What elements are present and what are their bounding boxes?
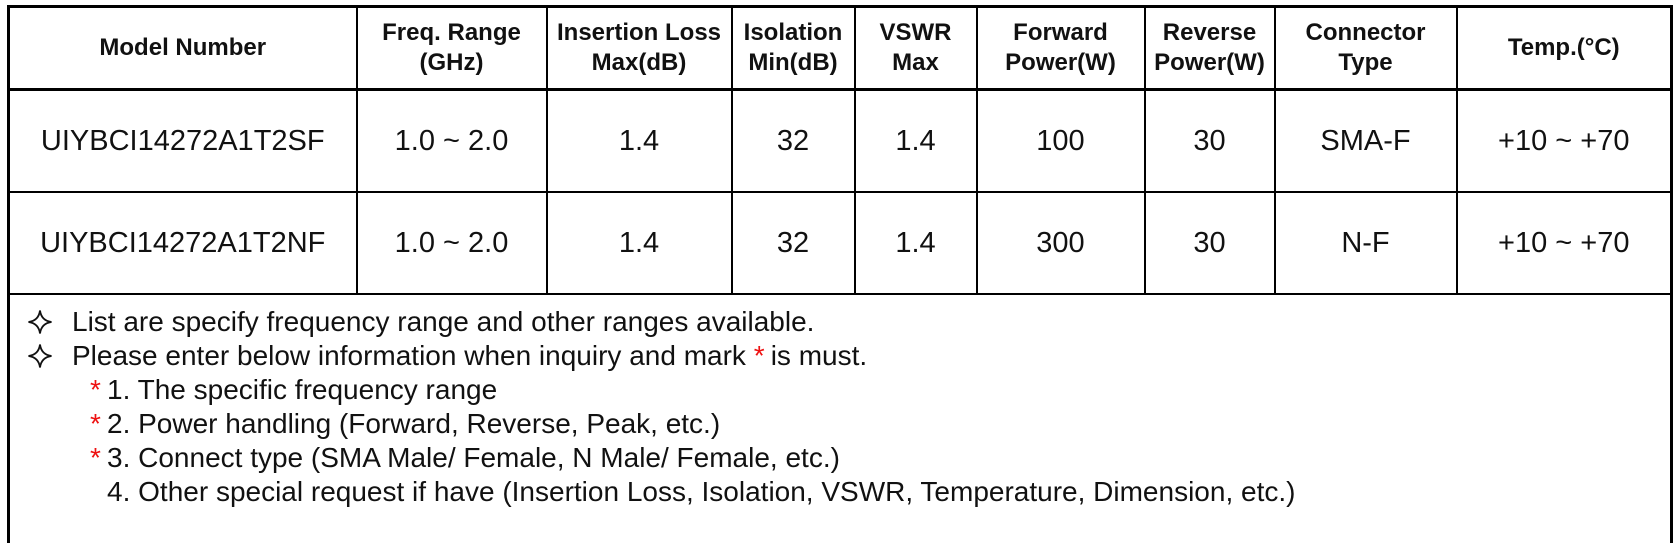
col-header-freq-range: Freq. Range (GHz) [355, 5, 548, 91]
table-row-2: UIYBCI14272A1T2NF 1.0 ~ 2.0 1.4 32 1.4 3… [7, 191, 1673, 295]
cell-insertion-loss: 1.4 [545, 191, 733, 295]
cell-isolation: 32 [730, 191, 856, 295]
col-header-isolation: Isolation Min(dB) [730, 5, 856, 91]
note-item-text: 4. Other special request if have (Insert… [107, 476, 1296, 507]
required-star-marker: * [753, 340, 765, 371]
note-item-text: 1. The specific frequency range [107, 374, 498, 405]
cell-temp: +10 ~ +70 [1455, 191, 1673, 295]
col-header-vswr: VSWR Max [853, 5, 978, 91]
note-item-frequency-range: * 1. The specific frequency range [11, 373, 1663, 407]
cell-temp: +10 ~ +70 [1455, 88, 1673, 193]
note-text: is must. [770, 340, 868, 371]
col-header-insertion-loss: Insertion Loss Max(dB) [545, 5, 733, 91]
four-pointed-star-icon [11, 343, 73, 369]
cell-freq-range: 1.0 ~ 2.0 [355, 88, 548, 193]
col-header-temp: Temp.(°C) [1455, 5, 1673, 91]
note-item-text: 3. Connect type (SMA Male/ Female, N Mal… [107, 442, 840, 473]
note-item-text: 2. Power handling (Forward, Reverse, Pea… [107, 408, 721, 439]
table-header-row: Model Number Freq. Range (GHz) Insertion … [7, 5, 1673, 91]
cell-forward-power: 100 [975, 88, 1146, 193]
cell-vswr: 1.4 [853, 88, 978, 193]
cell-reverse-power: 30 [1143, 88, 1276, 193]
cell-insertion-loss: 1.4 [545, 88, 733, 193]
note-text: Please enter below information when inqu… [72, 340, 746, 371]
note-item-other-request: 4. Other special request if have (Insert… [11, 475, 1663, 509]
note-item-connect-type: * 3. Connect type (SMA Male/ Female, N Ma… [11, 441, 1663, 475]
note-line-available-ranges: List are specify frequency range and oth… [11, 305, 1663, 339]
cell-reverse-power: 30 [1143, 191, 1276, 295]
cell-isolation: 32 [730, 88, 856, 193]
required-star-marker: * [90, 442, 101, 473]
cell-vswr: 1.4 [853, 191, 978, 295]
col-header-reverse-power: Reverse Power(W) [1143, 5, 1276, 91]
spec-table: Model Number Freq. Range (GHz) Insertion … [7, 5, 1673, 543]
required-star-marker: * [90, 374, 101, 405]
cell-connector-type: N-F [1273, 191, 1458, 295]
cell-connector-type: SMA-F [1273, 88, 1458, 193]
cell-model-number: UIYBCI14272A1T2NF [7, 191, 358, 295]
col-header-connector-type: Connector Type [1273, 5, 1458, 91]
notes-section: List are specify frequency range and oth… [7, 293, 1673, 543]
four-pointed-star-icon [11, 309, 73, 335]
required-star-marker: * [90, 408, 101, 439]
note-text: List are specify frequency range and oth… [72, 306, 815, 337]
col-header-forward-power: Forward Power(W) [975, 5, 1146, 91]
note-line-inquiry-info: Please enter below information when inqu… [11, 339, 1663, 373]
note-item-power-handling: * 2. Power handling (Forward, Reverse, Pe… [11, 407, 1663, 441]
cell-freq-range: 1.0 ~ 2.0 [355, 191, 548, 295]
cell-model-number: UIYBCI14272A1T2SF [7, 88, 358, 193]
notes-row: List are specify frequency range and oth… [7, 293, 1673, 543]
cell-forward-power: 300 [975, 191, 1146, 295]
col-header-model-number: Model Number [7, 5, 358, 91]
table-row-1: UIYBCI14272A1T2SF 1.0 ~ 2.0 1.4 32 1.4 1… [7, 88, 1673, 193]
